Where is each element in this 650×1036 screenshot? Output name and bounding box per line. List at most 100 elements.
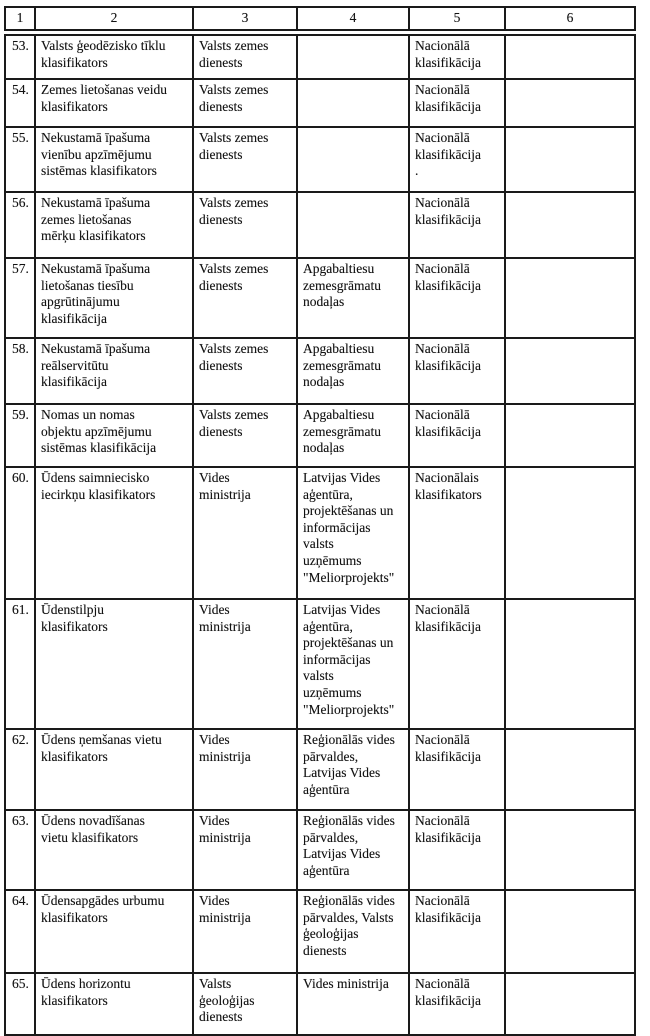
table-row: 53. Valsts ģeodēzisko tīklu klasifikators… [4,34,636,80]
classification-level-cell: Nacionālā klasifikācija [408,889,506,974]
responsible-institution-cell: Vides ministrija [192,598,298,730]
responsible-institution-cell: Valsts zemes dienests [192,403,298,468]
row-number-cell: 54. [4,78,36,128]
responsible-institution-cell: Valsts zemes dienests [192,337,298,405]
classifier-name-cell: Nekustamā īpašuma reālservitūtu klasifik… [34,337,194,405]
classifier-name-cell: Ūdensapgādes urbumu klasifikators [34,889,194,974]
empty-cell [504,809,636,891]
classification-level-cell: Nacionālā klasifikācija [408,598,506,730]
row-number-cell: 58. [4,337,36,405]
classification-level-cell: Nacionālā klasifikācija [408,809,506,891]
table-row: 61. Ūdenstilpju klasifikators Vides minist… [4,598,636,730]
co-institution-cell [296,191,410,259]
empty-cell [504,466,636,600]
co-institution-cell: Reģionālās vides pārvaldes, Latvijas Vid… [296,728,410,811]
responsible-institution-cell: Vides ministrija [192,809,298,891]
column-header-4: 4 [296,6,410,31]
row-number-cell: 53. [4,34,36,80]
classification-level-cell: Nacionālā klasifikācija [408,78,506,128]
classifier-name-cell: Nekustamā īpašuma vienību apzīmējumu sis… [34,126,194,193]
classification-level-cell: Nacionālā klasifikācija . [408,126,506,193]
empty-cell [504,337,636,405]
empty-cell [504,191,636,259]
empty-cell [504,728,636,811]
classifier-name-cell: Ūdens saimniecisko iecirkņu klasifikator… [34,466,194,600]
classification-level-cell: Nacionālā klasifikācija [408,728,506,811]
co-institution-cell [296,34,410,80]
co-institution-cell: Apgabaltiesu zemesgrāmatu nodaļas [296,257,410,339]
empty-cell [504,889,636,974]
co-institution-cell: Reģionālās vides pārvaldes, Latvijas Vid… [296,809,410,891]
row-number-cell: 63. [4,809,36,891]
classification-level-cell: Nacionālā klasifikācija [408,337,506,405]
table-row: 57. Nekustamā īpašuma lietošanas tiesību … [4,257,636,339]
table-row: 56. Nekustamā īpašuma zemes lietošanas mē… [4,191,636,259]
table-row: 63. Ūdens novadīšanas vietu klasifikators… [4,809,636,891]
column-header-5: 5 [408,6,506,31]
empty-cell [504,34,636,80]
column-number-header-row: 1 2 3 4 5 6 [4,6,636,31]
co-institution-cell: Vides ministrija [296,972,410,1036]
column-header-2: 2 [34,6,194,31]
table-row: 58. Nekustamā īpašuma reālservitūtu klasi… [4,337,636,405]
responsible-institution-cell: Vides ministrija [192,728,298,811]
co-institution-cell [296,78,410,128]
classification-level-cell: Nacionālā klasifikācija [408,972,506,1036]
responsible-institution-cell: Vides ministrija [192,466,298,600]
row-number-cell: 61. [4,598,36,730]
classification-level-cell: Nacionālā klasifikācija [408,257,506,339]
column-header-6: 6 [504,6,636,31]
classifier-name-cell: Ūdens ņemšanas vietu klasifikators [34,728,194,811]
row-number-cell: 56. [4,191,36,259]
classifier-table-body: 53. Valsts ģeodēzisko tīklu klasifikators… [4,34,636,1036]
co-institution-cell: Apgabaltiesu zemesgrāmatu nodaļas [296,337,410,405]
classifier-name-cell: Ūdens novadīšanas vietu klasifikators [34,809,194,891]
column-number-header-table: 1 2 3 4 5 6 [4,6,636,31]
table-row: 60. Ūdens saimniecisko iecirkņu klasifika… [4,466,636,600]
co-institution-cell: Reģionālās vides pārvaldes, Valsts ģeolo… [296,889,410,974]
empty-cell [504,598,636,730]
row-number-cell: 60. [4,466,36,600]
responsible-institution-cell: Valsts zemes dienests [192,257,298,339]
empty-cell [504,403,636,468]
responsible-institution-cell: Valsts zemes dienests [192,34,298,80]
responsible-institution-cell: Valsts zemes dienests [192,191,298,259]
row-number-cell: 64. [4,889,36,974]
classifier-table: 53. Valsts ģeodēzisko tīklu klasifikators… [4,34,636,1036]
column-header-3: 3 [192,6,298,31]
classifier-name-cell: Nekustamā īpašuma lietošanas tiesību apg… [34,257,194,339]
empty-cell [504,257,636,339]
table-row: 64. Ūdensapgādes urbumu klasifikators Vide… [4,889,636,974]
classifier-name-cell: Nomas un nomas objektu apzīmējumu sistēm… [34,403,194,468]
table-row: 55. Nekustamā īpašuma vienību apzīmējumu … [4,126,636,193]
row-number-cell: 65. [4,972,36,1036]
column-header-1: 1 [4,6,36,31]
responsible-institution-cell: Vides ministrija [192,889,298,974]
classifier-name-cell: Valsts ģeodēzisko tīklu klasifikators [34,34,194,80]
co-institution-cell: Latvijas Vides aģentūra, projektēšanas u… [296,466,410,600]
table-row: 62. Ūdens ņemšanas vietu klasifikators Vid… [4,728,636,811]
row-number-cell: 62. [4,728,36,811]
responsible-institution-cell: Valsts zemes dienests [192,126,298,193]
table-row: 65. Ūdens horizontu klasifikators Valsts ģ… [4,972,636,1036]
classifier-name-cell: Nekustamā īpašuma zemes lietošanas mērķu… [34,191,194,259]
classifier-name-cell: Ūdenstilpju klasifikators [34,598,194,730]
classifier-name-cell: Zemes lietošanas veidu klasifikators [34,78,194,128]
row-number-cell: 57. [4,257,36,339]
empty-cell [504,126,636,193]
co-institution-cell [296,126,410,193]
table-row: 54. Zemes lietošanas veidu klasifikators V… [4,78,636,128]
classification-level-cell: Nacionālais klasifikators [408,466,506,600]
empty-cell [504,972,636,1036]
table-row: 59. Nomas un nomas objektu apzīmējumu sis… [4,403,636,468]
responsible-institution-cell: Valsts ģeoloģijas dienests [192,972,298,1036]
row-number-cell: 59. [4,403,36,468]
classifier-name-cell: Ūdens horizontu klasifikators [34,972,194,1036]
empty-cell [504,78,636,128]
classification-level-cell: Nacionālā klasifikācija [408,191,506,259]
co-institution-cell: Apgabaltiesu zemesgrāmatu nodaļas [296,403,410,468]
responsible-institution-cell: Valsts zemes dienests [192,78,298,128]
row-number-cell: 55. [4,126,36,193]
classification-level-cell: Nacionālā klasifikācija [408,403,506,468]
